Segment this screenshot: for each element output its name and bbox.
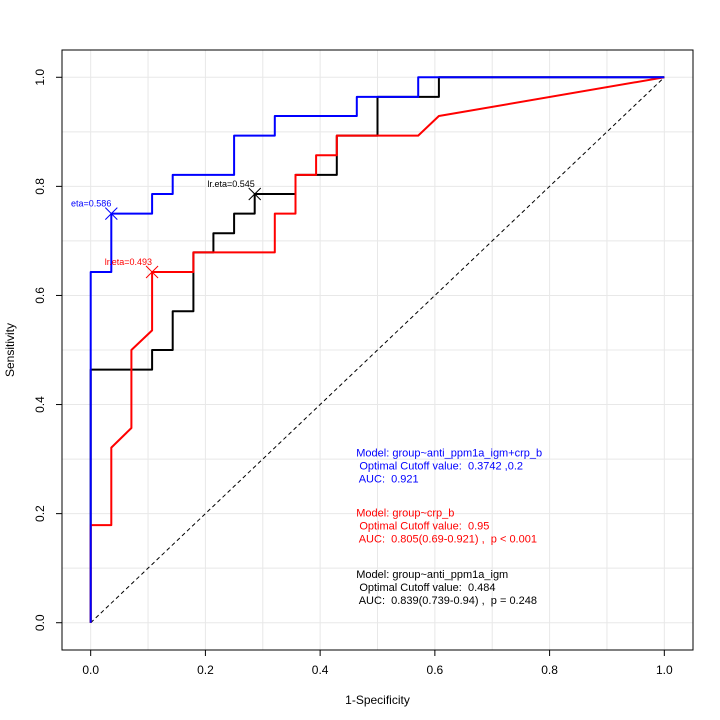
x-axis: 0.0 0.2 0.4 0.6 0.8 1.0: [82, 650, 673, 677]
y-tick-label: 1.0: [33, 69, 47, 86]
cutoff-label: eta=0.586: [71, 199, 111, 209]
roc-curve-blue: [89, 76, 665, 623]
y-axis-title: Sensitivity: [3, 323, 17, 377]
cutoff-marker: [145, 265, 159, 279]
roc-curve-black: [89, 76, 665, 623]
x-tick-label: 1.0: [656, 663, 673, 677]
y-tick-label: 0.0: [33, 614, 47, 631]
reference-diagonal: [90, 76, 665, 624]
annotation-line: AUC: 0.805(0.69-0.921) , p < 0.001: [356, 533, 537, 545]
model-annotations: Model: group~anti_ppm1a_igm+crp_b Optima…: [356, 447, 542, 607]
annotation-line: Model: group~anti_ppm1a_igm+crp_b: [356, 447, 542, 459]
cutoff-label: lr.eta=0.493: [105, 257, 152, 267]
annotation-line: Model: group~anti_ppm1a_igm: [356, 569, 508, 581]
roc-curves: [89, 76, 665, 623]
x-tick-label: 0.4: [312, 663, 329, 677]
plot-frame: [61, 49, 694, 651]
roc-curve-red: [89, 76, 665, 623]
x-tick-label: 0.2: [197, 663, 214, 677]
y-tick-label: 0.8: [33, 178, 47, 195]
cutoff-marker: [248, 187, 262, 201]
annotation-line: AUC: 0.921: [356, 473, 418, 485]
x-tick-label: 0.6: [427, 663, 444, 677]
cutoff-marker: [104, 207, 118, 220]
annotation-line: Optimal Cutoff value: 0.3742 ,0.2: [356, 460, 523, 472]
annotation-line: Model: group~crp_b: [356, 507, 454, 519]
x-tick-label: 0.0: [82, 663, 99, 677]
annotation-line: Optimal Cutoff value: 0.484: [356, 582, 495, 594]
y-tick-label: 0.6: [33, 287, 47, 304]
y-tick-label: 0.2: [33, 505, 47, 522]
x-axis-title: 1-Specificity: [345, 693, 410, 707]
annotation-line: Optimal Cutoff value: 0.95: [356, 520, 489, 532]
y-tick-label: 0.4: [33, 396, 47, 413]
cutoff-markers: eta=0.586 lr.eta=0.493 lr.eta=0.545: [71, 179, 262, 279]
cutoff-label: lr.eta=0.545: [207, 179, 254, 189]
annotation-line: AUC: 0.839(0.739-0.94) , p = 0.248: [356, 595, 537, 607]
diagonal-reference-line: [90, 76, 665, 624]
y-axis: 0.0 0.2 0.4 0.6 0.8 1.0: [33, 69, 62, 631]
x-tick-label: 0.8: [541, 663, 558, 677]
